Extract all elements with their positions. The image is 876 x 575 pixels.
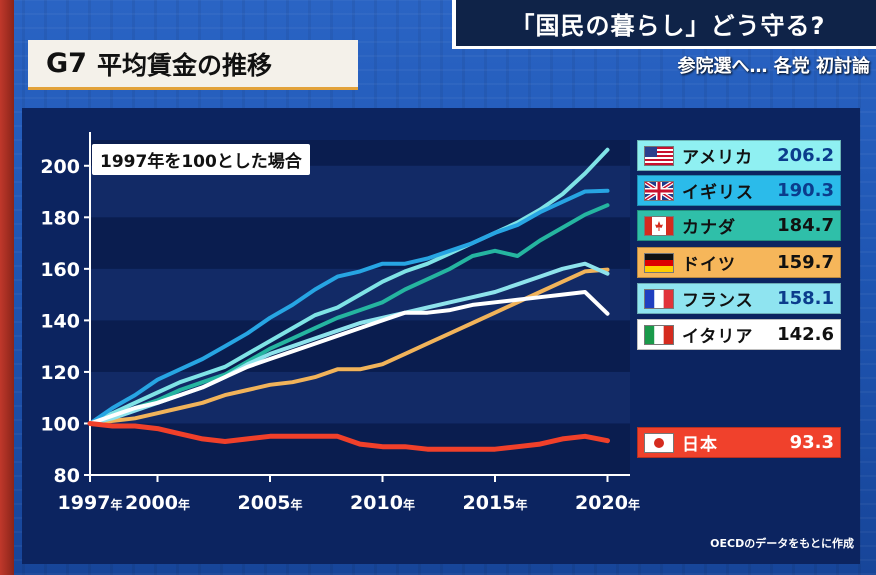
- legend-series-name: イギリス: [682, 183, 754, 203]
- y-tick-label: 80: [54, 465, 80, 487]
- headline-banner: 「国民の暮らし」どう守る?: [452, 0, 876, 49]
- series-line-uk: [88, 188, 610, 426]
- series-line-jp: [87, 421, 610, 452]
- headline-text: 「国民の暮らし」どう守る?: [510, 11, 826, 40]
- legend-item-uk: イギリス 190.3: [637, 175, 841, 206]
- legend-series-value: 142.6: [777, 324, 834, 345]
- legend-series-value: 159.7: [777, 252, 834, 273]
- legend-series-name: アメリカ: [682, 148, 754, 168]
- legend-series-name: イタリア: [682, 327, 754, 347]
- y-tick-label: 200: [40, 156, 80, 178]
- x-tick-label: 2000年: [125, 492, 190, 514]
- legend-series-value: 158.1: [777, 288, 834, 309]
- legend-series-name: ドイツ: [682, 255, 736, 275]
- series-line-it: [88, 290, 610, 426]
- x-tick-label: 2005年: [238, 492, 303, 514]
- flag-jp-icon: [644, 432, 674, 453]
- grid-layer: [90, 140, 630, 475]
- axis-layer: 80 100 120 140 160 180 200 1997年 2000年 2005年 2010年…: [40, 132, 640, 514]
- chart-title-box: G7 平均賃金の推移: [28, 40, 358, 90]
- legend-item-ca: カナダ 184.7: [637, 210, 841, 241]
- y-tick-label: 160: [40, 259, 80, 281]
- y-tick-label: 140: [40, 310, 80, 332]
- legend-item-it: イタリア 142.6: [637, 319, 841, 350]
- legend-item-fr: フランス 158.1: [637, 283, 841, 314]
- legend-item-de: ドイツ 159.7: [637, 247, 841, 278]
- x-tick-label: 2015年: [463, 492, 528, 514]
- flag-de-icon: [644, 252, 674, 273]
- subheadline: 参院選へ… 各党 初討論: [677, 56, 870, 77]
- y-tick-label: 100: [40, 413, 80, 435]
- flag-fr-icon: [644, 288, 674, 309]
- legend-series-value: 190.3: [777, 180, 834, 201]
- y-tick-label: 180: [40, 207, 80, 229]
- legend-series-name: 日本: [682, 435, 718, 455]
- legend-series-name: カナダ: [682, 218, 736, 238]
- series-line-ca: [88, 203, 610, 426]
- x-tick-label: 2020年: [575, 492, 640, 514]
- legend-series-value: 184.7: [777, 215, 834, 236]
- legend-series-value: 206.2: [777, 145, 834, 166]
- legend-item-jp: 日本 93.3: [637, 427, 841, 458]
- x-tick-label: 1997年: [58, 492, 123, 514]
- legend-series-value: 93.3: [789, 432, 834, 453]
- x-tick-label: 2010年: [350, 492, 415, 514]
- left-accent-stripe: [0, 0, 14, 575]
- title-text: 平均賃金の推移: [96, 50, 272, 80]
- source-note: OECDのデータをもとに作成: [710, 537, 854, 550]
- baseline-note: 1997年を100とした場合: [92, 144, 310, 175]
- title-g7: G7: [46, 48, 87, 79]
- flag-it-icon: [644, 324, 674, 345]
- legend-series-name: フランス: [682, 291, 754, 311]
- flag-ca-icon: [644, 215, 674, 236]
- series-line-us: [88, 147, 610, 426]
- y-tick-label: 120: [40, 362, 80, 384]
- series-layer: [87, 147, 610, 452]
- legend-item-us: アメリカ 206.2: [637, 140, 841, 171]
- flag-uk-icon: [643, 179, 675, 202]
- flag-us-icon: [644, 145, 674, 166]
